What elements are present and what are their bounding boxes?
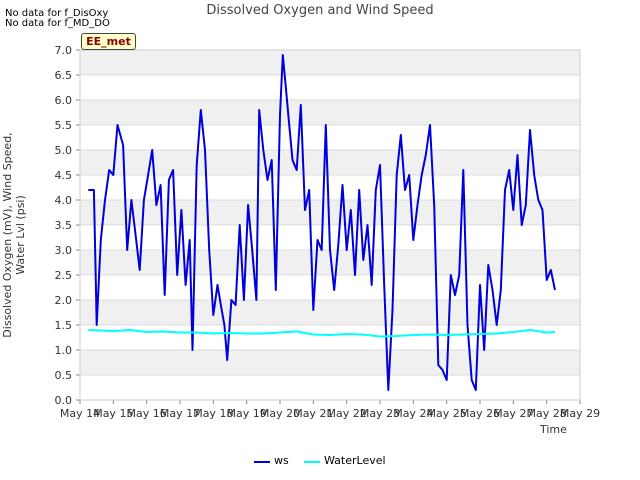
- x-tick-label: May 15: [93, 407, 133, 420]
- y-tick-label: 2.5: [55, 269, 73, 282]
- y-tick-label: 4.5: [55, 169, 73, 182]
- y-tick-label: 4.0: [55, 194, 73, 207]
- x-tick-label: May 24: [393, 407, 433, 420]
- legend-swatch-waterlevel: [304, 461, 320, 463]
- y-tick-label: 6.5: [55, 69, 73, 82]
- x-tick-label: May 21: [293, 407, 333, 420]
- x-tick-label: May 18: [193, 407, 233, 420]
- grid-band: [80, 50, 580, 75]
- y-tick-label: 3.5: [55, 219, 73, 232]
- grid-band: [80, 100, 580, 125]
- x-tick-label: May 20: [260, 407, 300, 420]
- y-axis-label: Dissolved Oxygen (mV), Wind Speed, Water…: [1, 132, 27, 338]
- no-data-note-1: No data for f_DisOxy: [5, 8, 109, 19]
- x-tick-label: May 17: [160, 407, 200, 420]
- x-tick-label: May 16: [127, 407, 167, 420]
- legend-swatch-ws: [254, 461, 270, 463]
- plot-frame: [79, 49, 581, 401]
- x-tick-label: May 25: [427, 407, 467, 420]
- grid-band: [80, 150, 580, 175]
- y-tick-label: 0.0: [55, 394, 73, 407]
- series-line-ws: [88, 54, 556, 391]
- series-line-waterlevel: [88, 329, 556, 338]
- y-tick-label: 5.5: [55, 119, 73, 132]
- x-tick-label: May 28: [527, 407, 567, 420]
- legend-label-ws: ws: [274, 454, 289, 467]
- x-tick-label: May 27: [493, 407, 533, 420]
- y-tick-label: 2.0: [55, 294, 73, 307]
- chart-title: Dissolved Oxygen and Wind Speed: [206, 3, 434, 18]
- grid-band: [80, 300, 580, 325]
- y-tick-label: 1.0: [55, 344, 73, 357]
- x-tick-label: May 19: [227, 407, 267, 420]
- y-tick-label: 1.5: [55, 319, 73, 332]
- y-tick-label: 0.5: [55, 369, 73, 382]
- x-axis-label: Time: [540, 423, 567, 436]
- no-data-note-2: No data for f_MD_DO: [5, 18, 110, 29]
- x-tick-label: May 26: [460, 407, 500, 420]
- x-tick-label: May 14: [60, 407, 100, 420]
- legend-label-waterlevel: WaterLevel: [324, 454, 386, 467]
- x-tick-label: May 29: [560, 407, 600, 420]
- y-tick-label: 6.0: [55, 94, 73, 107]
- grid-band: [80, 350, 580, 375]
- x-tick-label: May 22: [327, 407, 367, 420]
- site-badge: EE_met: [81, 33, 136, 50]
- y-tick-label: 3.0: [55, 244, 73, 257]
- y-tick-label: 7.0: [55, 44, 73, 57]
- x-tick-label: May 23: [360, 407, 400, 420]
- y-tick-label: 5.0: [55, 144, 73, 157]
